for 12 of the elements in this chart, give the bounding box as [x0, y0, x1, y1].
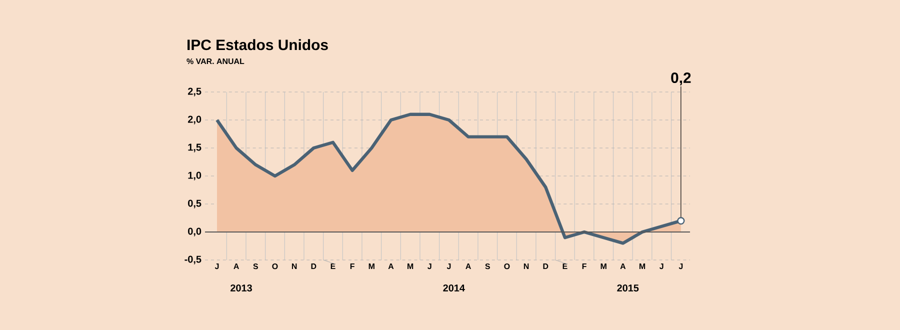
y-tick-label: 1,5 — [188, 144, 202, 152]
y-tick-label: 0,5 — [188, 200, 202, 208]
text: 2014 — [443, 284, 465, 292]
y-tick-label: 1,0 — [188, 172, 202, 180]
text: 2013 — [230, 284, 252, 292]
text: 2015 — [617, 284, 639, 292]
annotation: 0,2 — [671, 72, 691, 86]
y-tick-label: 2,0 — [188, 116, 202, 124]
y-tick-label: -0,5 — [184, 256, 202, 264]
y-tick-label: 0,0 — [188, 228, 202, 236]
chart-title: IPC Estados Unidos — [188, 39, 328, 50]
y-tick-label: 2,5 — [188, 88, 202, 96]
